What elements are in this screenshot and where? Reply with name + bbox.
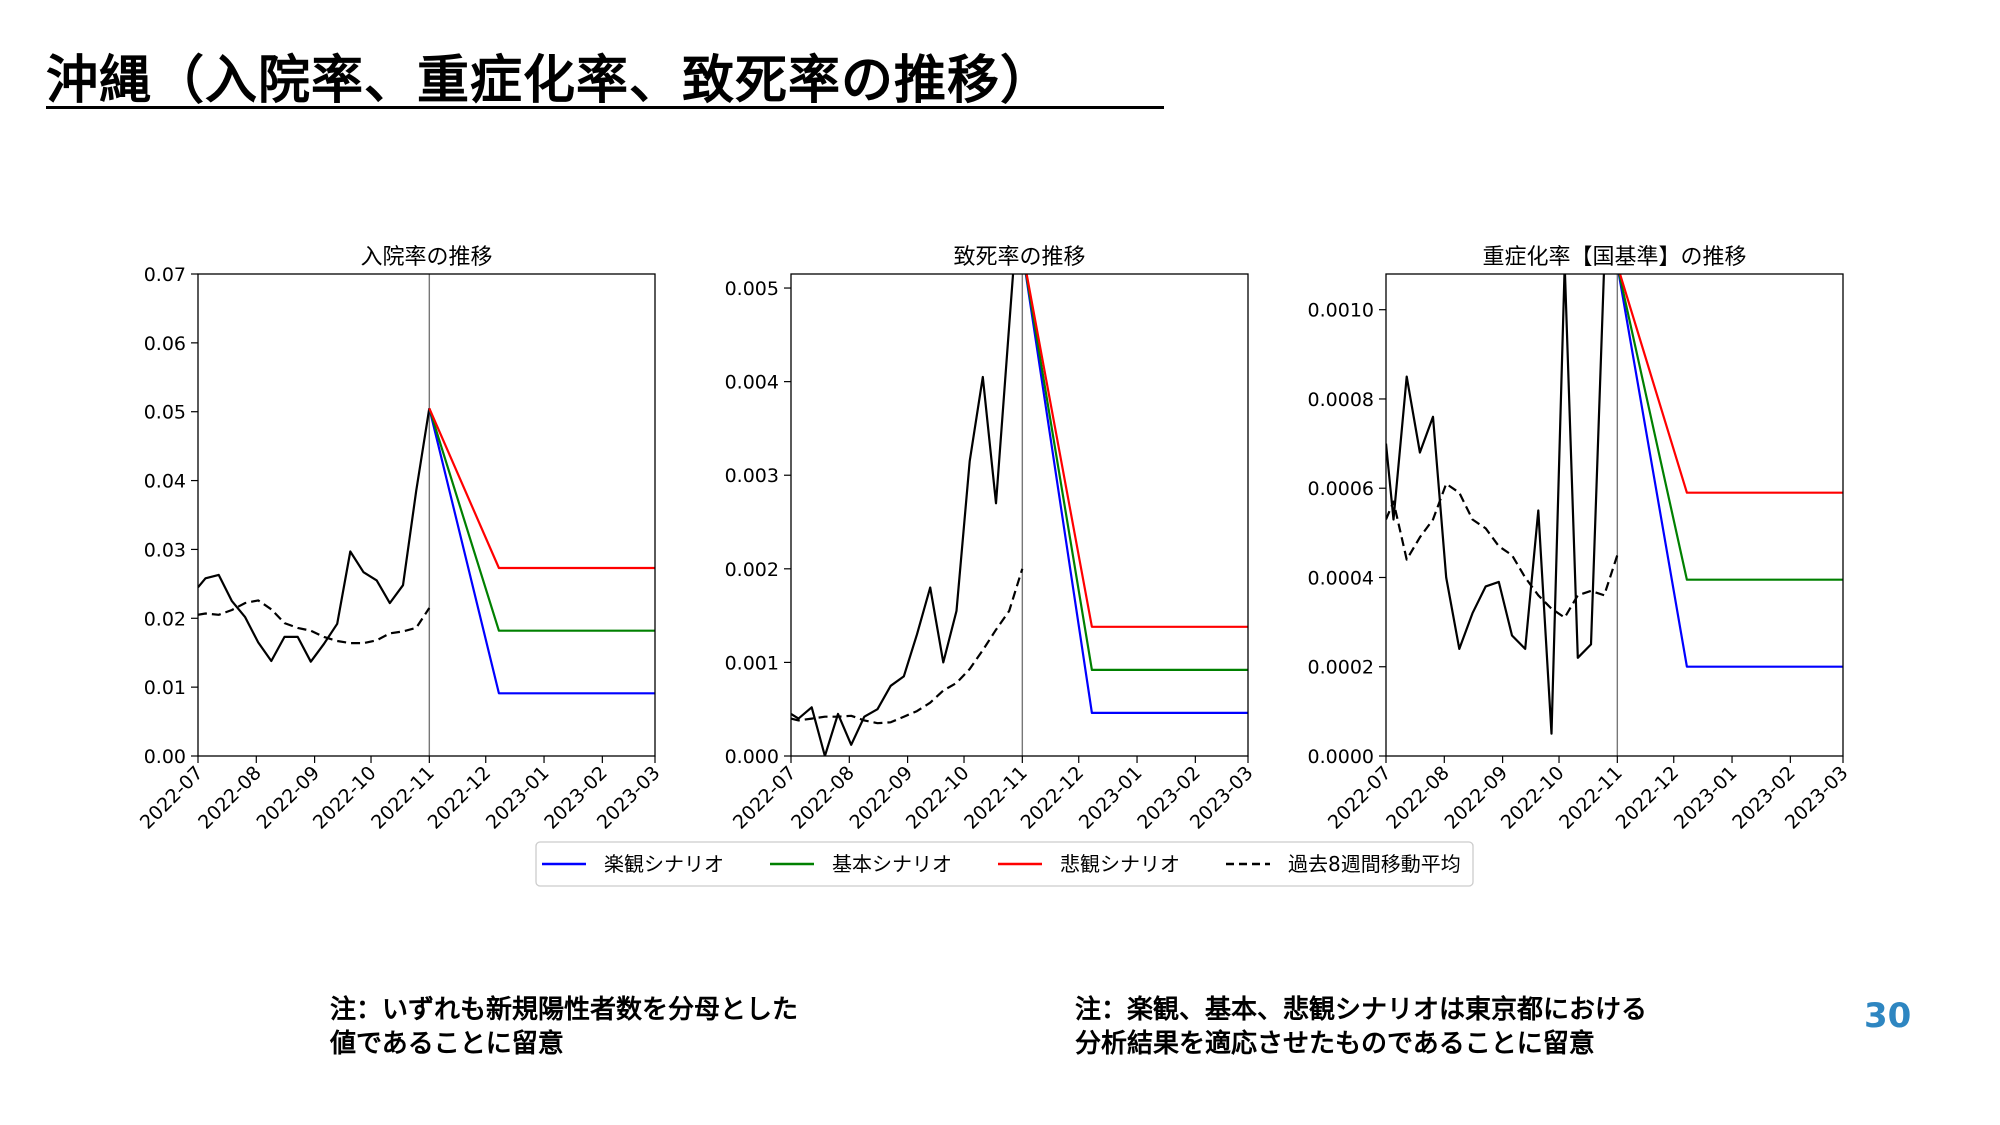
chart-title: 入院率の推移: [360, 245, 492, 270]
x-tick-label: 2023-01: [1670, 762, 1742, 834]
y-tick-label: 0.0008: [1308, 389, 1374, 411]
optimistic-scenario-line: [1024, 274, 1248, 715]
y-tick-label: 0.0002: [1308, 657, 1374, 679]
y-tick-label: 0.04: [144, 471, 186, 493]
pessimistic-scenario-line: [428, 407, 655, 570]
plot-frame: [197, 273, 656, 757]
plot-frame: [790, 273, 1249, 757]
x-tick-label: 2022-10: [902, 762, 974, 834]
x-tick-label: 2022-07: [729, 762, 801, 834]
y-tick-label: 0.003: [725, 465, 779, 487]
page-number: 30: [1864, 996, 1912, 1036]
y-tick-label: 0.000: [725, 746, 779, 768]
x-tick-label: 2022-10: [309, 762, 381, 834]
title-underline: [46, 106, 1164, 109]
legend-optimistic-label: 楽観シナリオ: [604, 852, 724, 876]
actual-rate-line: [791, 274, 1015, 756]
actual-rate-line: [1386, 274, 1605, 735]
moving-average-line: [198, 599, 431, 645]
x-tick-label: 2022-12: [1612, 762, 1684, 834]
actual-rate-line: [198, 408, 431, 663]
y-tick-label: 0.06: [144, 333, 186, 355]
x-tick-label: 2022-07: [1324, 762, 1396, 834]
y-tick-label: 0.02: [144, 608, 186, 630]
moving-average-line: [1386, 482, 1619, 619]
y-tick-label: 0.001: [725, 652, 779, 674]
slide-title: 沖縄（入院率、重症化率、致死率の推移）: [46, 51, 1054, 111]
legend-pessimistic-label: 悲観シナリオ: [1060, 852, 1180, 876]
moving-average-line: [791, 568, 1024, 725]
plot-frame: [1385, 273, 1844, 757]
note-right-line-1: 注：楽観、基本、悲観シナリオは東京都における: [1075, 995, 1648, 1025]
y-tick-label: 0.004: [725, 372, 779, 394]
optimistic-scenario-line: [1617, 274, 1843, 668]
x-tick-label: 2023-01: [482, 762, 554, 834]
note-right: 注：楽観、基本、悲観シナリオは東京都における 分析結果を適応させたものであること…: [1075, 993, 1647, 1061]
note-right-line-2: 分析結果を適応させたものであることに留意: [1075, 1029, 1595, 1059]
note-left-line-2: 値であることに留意: [330, 1029, 564, 1059]
chart-title: 致死率の推移: [953, 245, 1085, 270]
legend-moving-average-label: 過去8週間移動平均: [1288, 852, 1461, 876]
pessimistic-scenario-line: [1618, 274, 1843, 494]
y-tick-label: 0.005: [725, 278, 779, 300]
y-tick-label: 0.002: [725, 559, 779, 581]
y-tick-label: 0.0006: [1308, 478, 1374, 500]
x-tick-label: 2022-07: [136, 762, 208, 834]
y-tick-label: 0.00: [144, 746, 186, 768]
y-tick-label: 0.0004: [1308, 567, 1374, 589]
y-tick-label: 0.0000: [1308, 746, 1374, 768]
y-tick-label: 0.03: [144, 539, 186, 561]
x-tick-label: 2022-08: [1382, 762, 1454, 834]
note-left: 注：いずれも新規陽性者数を分母とした 値であることに留意: [330, 993, 798, 1061]
x-tick-label: 2022-12: [424, 762, 496, 834]
x-tick-label: 2022-12: [1017, 762, 1089, 834]
note-left-line-1: 注：いずれも新規陽性者数を分母とした: [330, 995, 799, 1025]
optimistic-scenario-line: [428, 408, 655, 695]
legend-baseline-label: 基本シナリオ: [832, 852, 952, 876]
baseline-scenario-line: [1025, 274, 1248, 672]
chart-title: 重症化率【国基準】の推移: [1482, 245, 1746, 270]
x-tick-label: 2022-08: [787, 762, 859, 834]
y-tick-label: 0.01: [144, 677, 186, 699]
y-tick-label: 0.05: [144, 402, 186, 424]
x-tick-label: 2022-10: [1497, 762, 1569, 834]
baseline-scenario-line: [1618, 274, 1843, 581]
baseline-scenario-line: [428, 407, 655, 632]
pessimistic-scenario-line: [1025, 274, 1248, 628]
x-tick-label: 2023-01: [1075, 762, 1147, 834]
x-tick-label: 2022-08: [194, 762, 266, 834]
y-tick-label: 0.07: [144, 264, 186, 286]
y-tick-label: 0.0010: [1308, 300, 1374, 322]
